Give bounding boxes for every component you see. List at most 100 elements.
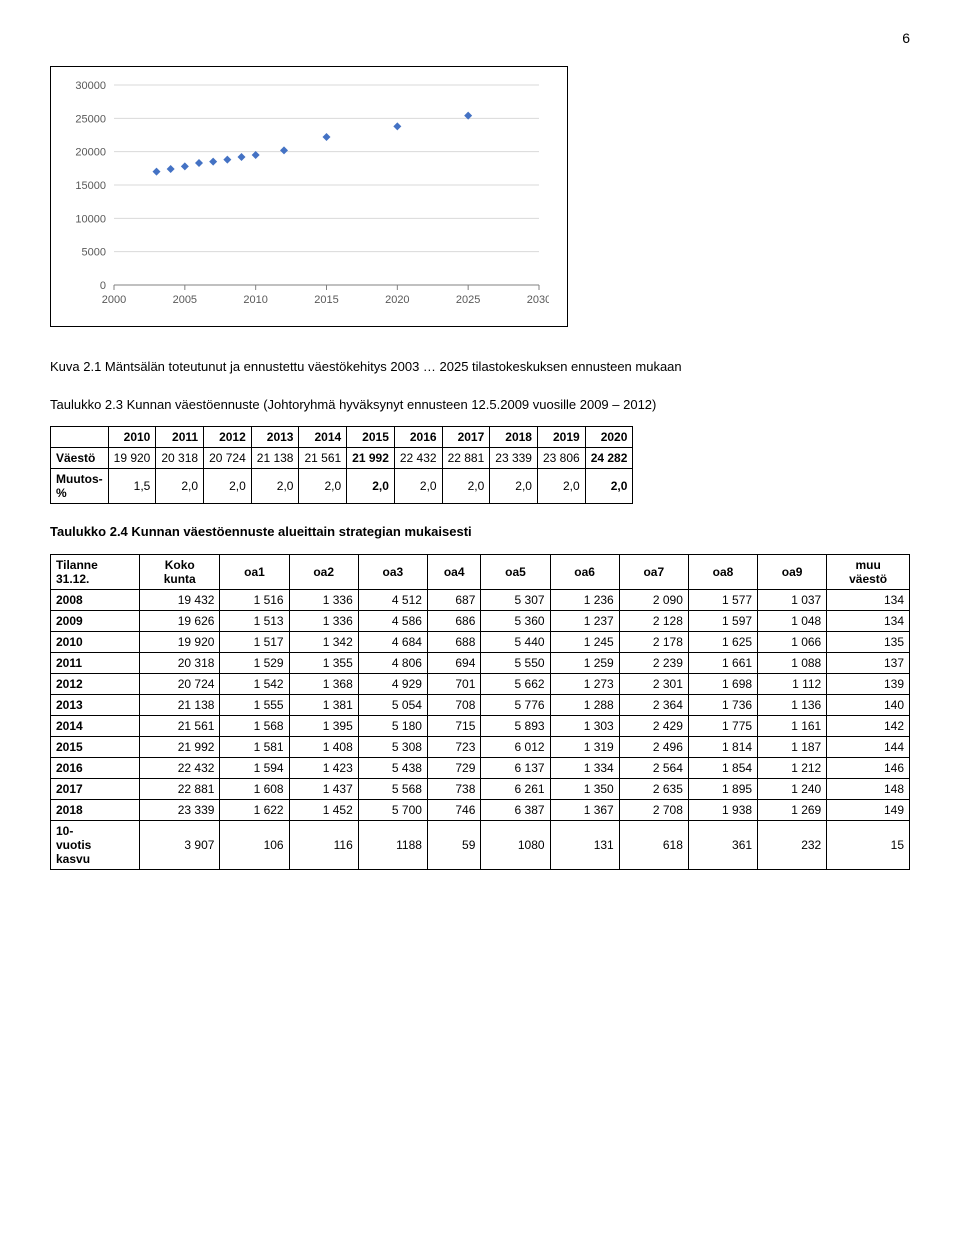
table2-r11c2: 106	[220, 820, 289, 869]
table1-r2c4: 2,0	[299, 469, 347, 504]
svg-text:2020: 2020	[385, 294, 409, 306]
table2-r9c7: 1 350	[550, 778, 619, 799]
table2-head-9: oa8	[688, 554, 757, 589]
table1-row2-label: Muutos-%	[51, 469, 109, 504]
table2-r4c7: 1 273	[550, 673, 619, 694]
table2-r4c11: 139	[827, 673, 910, 694]
table2-r0c7: 1 236	[550, 589, 619, 610]
table1-r2c2: 2,0	[204, 469, 252, 504]
caption-kuva-21: Kuva 2.1 Mäntsälän toteutunut ja ennuste…	[50, 357, 910, 377]
table2-r0c10: 1 037	[758, 589, 827, 610]
table1-r1c7: 22 881	[442, 448, 490, 469]
table2-r3c11: 137	[827, 652, 910, 673]
table2-r3c10: 1 088	[758, 652, 827, 673]
table2-r9c0: 2017	[51, 778, 140, 799]
svg-text:2025: 2025	[456, 294, 480, 306]
table1-year-2019: 2019	[537, 427, 585, 448]
table2-r7c0: 2015	[51, 736, 140, 757]
table2-r0c9: 1 577	[688, 589, 757, 610]
table2-r2c6: 5 440	[481, 631, 550, 652]
svg-text:2015: 2015	[314, 294, 338, 306]
table2-r9c8: 2 635	[619, 778, 688, 799]
svg-text:10000: 10000	[75, 213, 106, 225]
table2-r8c11: 146	[827, 757, 910, 778]
table2-r1c6: 5 360	[481, 610, 550, 631]
svg-text:30000: 30000	[75, 80, 106, 92]
table2-r7c4: 5 308	[358, 736, 427, 757]
table2-r5c2: 1 555	[220, 694, 289, 715]
table1-r1c9: 23 806	[537, 448, 585, 469]
table2-head-4: oa3	[358, 554, 427, 589]
table2-r8c10: 1 212	[758, 757, 827, 778]
svg-text:2030: 2030	[527, 294, 549, 306]
table2-r6c0: 2014	[51, 715, 140, 736]
table2-r5c9: 1 736	[688, 694, 757, 715]
table2-r1c5: 686	[427, 610, 480, 631]
table2-r2c10: 1 066	[758, 631, 827, 652]
table2-r6c11: 142	[827, 715, 910, 736]
table2-r5c10: 1 136	[758, 694, 827, 715]
table2-head-6: oa5	[481, 554, 550, 589]
table1-r2c7: 2,0	[442, 469, 490, 504]
table2-r5c1: 21 138	[140, 694, 220, 715]
table2-r2c4: 4 684	[358, 631, 427, 652]
table1-r1c6: 22 432	[394, 448, 442, 469]
table2-r10c8: 2 708	[619, 799, 688, 820]
table2-r10c1: 23 339	[140, 799, 220, 820]
table1-year-2012: 2012	[204, 427, 252, 448]
table2-r3c5: 694	[427, 652, 480, 673]
table2-r11c0: 10-vuotiskasvu	[51, 820, 140, 869]
table1-r1c0: 19 920	[108, 448, 156, 469]
table2-r4c4: 4 929	[358, 673, 427, 694]
table2-r9c6: 6 261	[481, 778, 550, 799]
table2-r5c8: 2 364	[619, 694, 688, 715]
table2-r10c0: 2018	[51, 799, 140, 820]
chart-frame: 0500010000150002000025000300002000200520…	[50, 66, 568, 327]
table1-year-2013: 2013	[251, 427, 299, 448]
table2-r3c6: 5 550	[481, 652, 550, 673]
table2-r11c5: 59	[427, 820, 480, 869]
table2-r8c9: 1 854	[688, 757, 757, 778]
table2-r10c5: 746	[427, 799, 480, 820]
table1-r2c10: 2,0	[585, 469, 633, 504]
table2-r4c5: 701	[427, 673, 480, 694]
table2-r1c2: 1 513	[220, 610, 289, 631]
chart-svg: 0500010000150002000025000300002000200520…	[59, 75, 549, 315]
table1-year-2017: 2017	[442, 427, 490, 448]
table1-year-2016: 2016	[394, 427, 442, 448]
table2-r8c1: 22 432	[140, 757, 220, 778]
table2-r7c9: 1 814	[688, 736, 757, 757]
table1-year-2020: 2020	[585, 427, 633, 448]
table2-r11c4: 1188	[358, 820, 427, 869]
table2-r9c5: 738	[427, 778, 480, 799]
table2-r9c1: 22 881	[140, 778, 220, 799]
table2-r2c0: 2010	[51, 631, 140, 652]
table2-r3c4: 4 806	[358, 652, 427, 673]
table2-r8c5: 729	[427, 757, 480, 778]
table2-r7c2: 1 581	[220, 736, 289, 757]
table2-r8c2: 1 594	[220, 757, 289, 778]
table2-r11c6: 1080	[481, 820, 550, 869]
caption-kuva-21-text: Kuva 2.1 Mäntsälän toteutunut ja ennuste…	[50, 359, 682, 374]
table2-r10c3: 1 452	[289, 799, 358, 820]
table2-r5c6: 5 776	[481, 694, 550, 715]
table2-r7c8: 2 496	[619, 736, 688, 757]
table2-r7c3: 1 408	[289, 736, 358, 757]
svg-text:25000: 25000	[75, 113, 106, 125]
table2-r10c2: 1 622	[220, 799, 289, 820]
table2-r3c2: 1 529	[220, 652, 289, 673]
table2-r4c9: 1 698	[688, 673, 757, 694]
table2-r3c7: 1 259	[550, 652, 619, 673]
table2-r6c6: 5 893	[481, 715, 550, 736]
table2-r8c4: 5 438	[358, 757, 427, 778]
table2-r1c9: 1 597	[688, 610, 757, 631]
svg-text:2010: 2010	[243, 294, 267, 306]
table2-r5c5: 708	[427, 694, 480, 715]
table1-r2c5: 2,0	[347, 469, 395, 504]
table1-r2c9: 2,0	[537, 469, 585, 504]
table2-r11c9: 361	[688, 820, 757, 869]
svg-text:0: 0	[100, 280, 106, 292]
table2-r2c1: 19 920	[140, 631, 220, 652]
table2-r3c0: 2011	[51, 652, 140, 673]
table2-r6c5: 715	[427, 715, 480, 736]
